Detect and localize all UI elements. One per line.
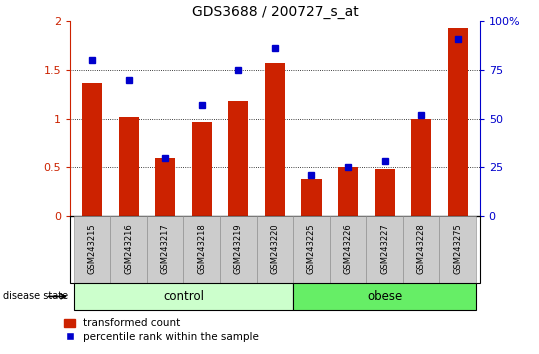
Bar [74,216,110,283]
Bar [265,63,285,216]
Bar [74,283,293,310]
Text: GSM243275: GSM243275 [453,223,462,274]
Text: GSM243220: GSM243220 [271,223,279,274]
Bar [110,216,147,283]
Title: GDS3688 / 200727_s_at: GDS3688 / 200727_s_at [191,5,358,19]
Bar [375,169,395,216]
Bar [183,216,220,283]
Bar [293,216,330,283]
Bar [448,28,468,216]
Bar [338,167,358,216]
Bar [119,117,139,216]
Bar [330,216,367,283]
Bar [220,216,257,283]
Text: GSM243225: GSM243225 [307,223,316,274]
Bar [403,216,439,283]
Bar [293,283,476,310]
Bar [411,119,431,216]
Bar [439,216,476,283]
Bar [228,101,248,216]
Bar [257,216,293,283]
Text: GSM243216: GSM243216 [124,223,133,274]
Text: GSM243219: GSM243219 [234,223,243,274]
Text: disease state: disease state [3,291,68,302]
Bar [155,158,175,216]
Text: control: control [163,290,204,303]
Text: GSM243226: GSM243226 [343,223,353,274]
Text: GSM243227: GSM243227 [380,223,389,274]
Text: GSM243228: GSM243228 [417,223,426,274]
Text: GSM243217: GSM243217 [161,223,170,274]
Bar [367,216,403,283]
Text: obese: obese [367,290,402,303]
Bar [301,179,322,216]
Bar [147,216,183,283]
Text: GSM243218: GSM243218 [197,223,206,274]
Legend: transformed count, percentile rank within the sample: transformed count, percentile rank withi… [65,319,259,342]
Bar [192,121,212,216]
Bar [82,82,102,216]
Text: GSM243215: GSM243215 [87,223,96,274]
